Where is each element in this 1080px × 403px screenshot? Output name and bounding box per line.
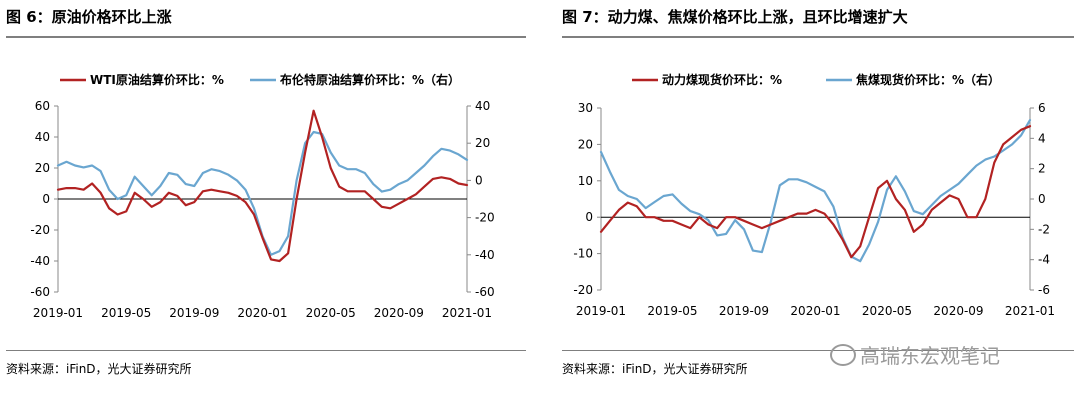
source-note: 资料来源：iFinD，光大证券研究所: [562, 362, 748, 376]
figure-title: 图 7：动力煤、焦煤价格环比上涨，且环比增速扩大: [562, 8, 908, 26]
chart-panel-right: 图 7：动力煤、焦煤价格环比上涨，且环比增速扩大 动力煤现货价环比：% 焦煤现货价…: [556, 0, 1080, 403]
y-tick-label-right: -40: [475, 248, 495, 262]
y-tick-label-left: 10: [578, 174, 593, 188]
figure-title: 图 6：原油价格环比上涨: [6, 8, 172, 26]
y-tick-label-right: -6: [1038, 283, 1050, 297]
y-tick-label-left: 40: [35, 130, 50, 144]
x-tick-label: 2019-05: [101, 306, 151, 320]
series-line: [599, 118, 1032, 263]
y-tick-label-right: 6: [1038, 101, 1046, 115]
legend-label: WTI原油结算价环比：%: [90, 72, 224, 87]
x-tick-label: 2020-05: [862, 304, 912, 318]
x-tick-label: 2021-01: [442, 306, 492, 320]
y-tick-label-left: -10: [573, 247, 593, 261]
y-tick-label-left: 20: [578, 137, 593, 151]
legend-label: 焦煤现货价环比：%（右）: [855, 72, 1000, 87]
line-chart-oil: WTI原油结算价环比：% 布伦特原油结算价环比：%（右） -60 -40 -20 0 20 4…: [30, 72, 495, 320]
y-tick-label-left: 20: [35, 161, 50, 175]
y-tick-label-right: -60: [475, 285, 495, 299]
y-tick-label-right: 0: [475, 173, 483, 187]
y-tick-label-left: 30: [578, 101, 593, 115]
x-tick-label: 2020-05: [306, 306, 356, 320]
y-tick-label-left: -40: [30, 254, 50, 268]
y-tick-label-right: -4: [1038, 253, 1050, 267]
y-tick-label-left: -60: [30, 285, 50, 299]
source-note: 资料来源：iFinD，光大证券研究所: [6, 362, 192, 376]
x-tick-label: 2019-01: [576, 304, 626, 318]
chart-panel-left: 图 6：原油价格环比上涨 WTI原油结算价环比：% 布伦特原油结算价环比：%（右）…: [0, 0, 532, 403]
y-tick-label-left: 0: [585, 210, 593, 224]
legend-label: 布伦特原油结算价环比：%（右）: [280, 72, 460, 87]
y-tick-label-right: 40: [475, 99, 490, 113]
line-chart-coal: 动力煤现货价环比：% 焦煤现货价环比：%（右）-20-100102030-6-4-…: [573, 72, 1055, 318]
y-tick-label-right: 4: [1038, 131, 1046, 145]
source-divider: [6, 350, 526, 351]
y-tick-label-right: -2: [1038, 222, 1050, 236]
series-line: [56, 109, 469, 263]
y-tick-label-left: -20: [573, 283, 593, 297]
x-tick-label: 2020-01: [237, 306, 287, 320]
wechat-icon: [830, 344, 856, 366]
x-tick-label: 2019-01: [33, 306, 83, 320]
title-divider: [6, 36, 526, 38]
series-line: [599, 125, 1032, 259]
x-tick-label: 2021-01: [1005, 304, 1055, 318]
y-tick-label-right: 2: [1038, 162, 1046, 176]
x-tick-label: 2020-01: [790, 304, 840, 318]
source-divider: [562, 350, 1074, 351]
watermark-text: 高瑞东宏观笔记: [860, 344, 1000, 368]
y-tick-label-right: 20: [475, 136, 490, 150]
y-tick-label-right: 0: [1038, 192, 1046, 206]
y-tick-label-left: -20: [30, 223, 50, 237]
x-tick-label: 2019-09: [719, 304, 769, 318]
y-tick-label-right: -20: [475, 211, 495, 225]
watermark: 高瑞东宏观笔记: [830, 340, 1000, 369]
x-tick-label: 2019-05: [647, 304, 697, 318]
x-tick-label: 2020-09: [933, 304, 983, 318]
title-divider: [562, 36, 1074, 38]
legend-label: 动力煤现货价环比：%: [662, 72, 782, 87]
y-tick-label-left: 0: [42, 192, 50, 206]
x-tick-label: 2019-09: [169, 306, 219, 320]
x-tick-label: 2020-09: [374, 306, 424, 320]
y-tick-label-left: 60: [35, 99, 50, 113]
